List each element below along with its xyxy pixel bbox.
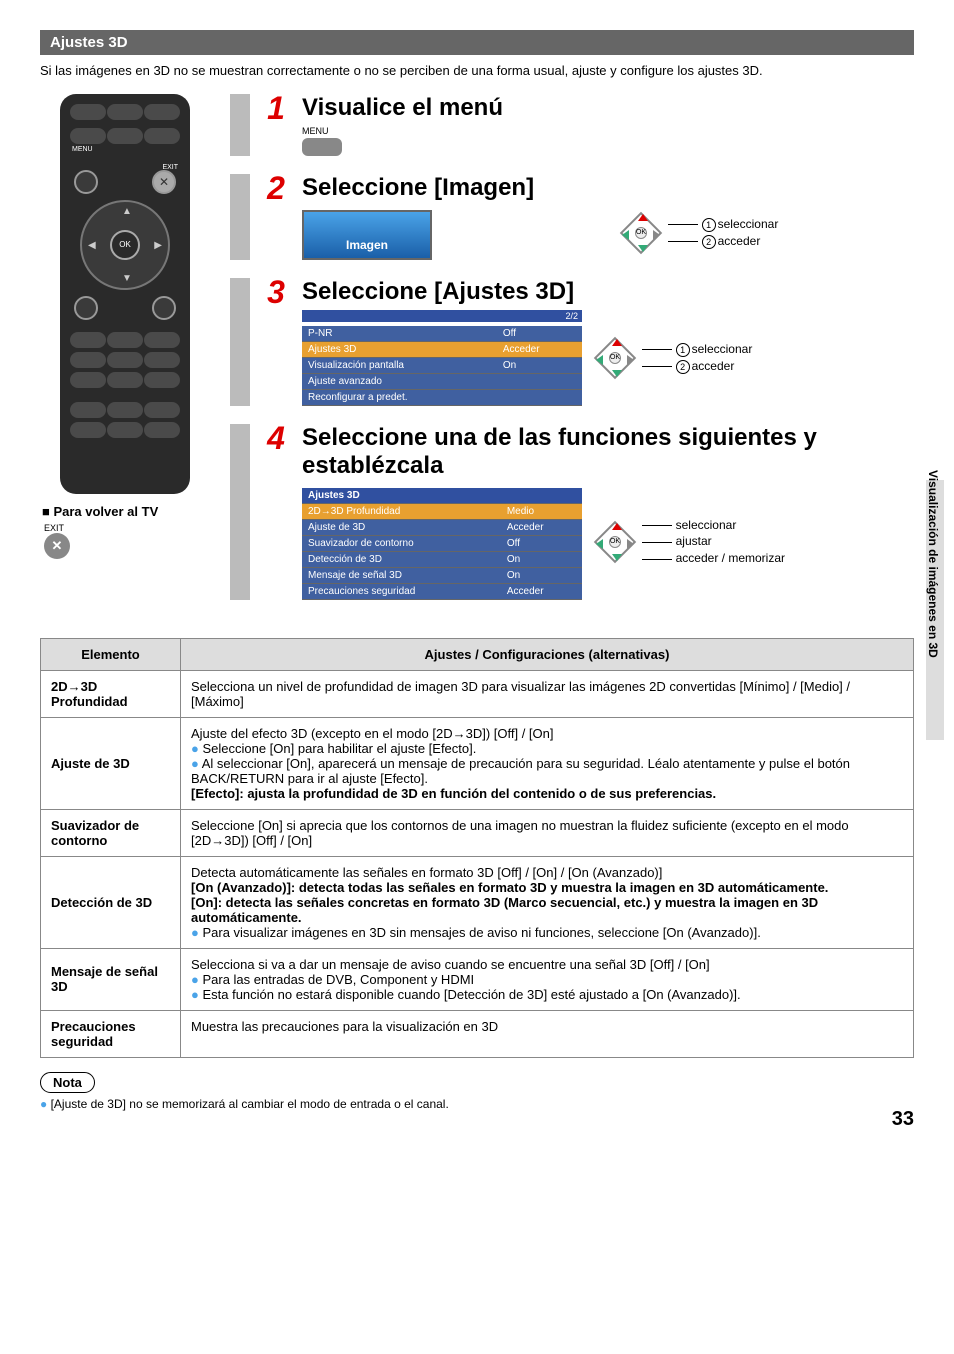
legend-ajustar: ajustar (676, 534, 712, 548)
table-row: Mensaje de señal 3DOn (302, 567, 582, 583)
note-text: [Ajuste de 3D] no se memorizará al cambi… (40, 1097, 914, 1111)
nav-pad-icon: OK (598, 525, 632, 559)
row-ajuste3d-label: Ajuste de 3D (41, 717, 181, 809)
step-4-number: 4 (262, 420, 290, 600)
legend-acceder-memorizar: acceder / memorizar (676, 551, 785, 565)
step-2: 2 Seleccione [Imagen] Imagen OK 1selecci… (230, 174, 914, 260)
imagen-box: Imagen (302, 210, 432, 260)
table-row: Precauciones seguridadAcceder (302, 583, 582, 599)
nav-pad-icon: OK (624, 216, 658, 250)
right-column: 1 Visualice el menú MENU 2 Seleccione [I… (230, 94, 914, 618)
step-3: 3 Seleccione [Ajustes 3D] 2/2 P-NROff Aj… (230, 278, 914, 406)
row-suavizador-label: Suavizador de contorno (41, 809, 181, 856)
table-row: Visualización pantallaOn (302, 357, 582, 373)
table-row: Ajuste avanzado (302, 373, 582, 389)
row-precauciones-label: Precauciones seguridad (41, 1010, 181, 1057)
legend-seleccionar-b: seleccionar (692, 342, 753, 356)
table-row: 2D→3D ProfundidadMedio (302, 503, 582, 519)
row-mensaje-label: Mensaje de señal 3D (41, 948, 181, 1010)
table-row: Ajuste de 3DAcceder (302, 519, 582, 535)
left-column: MENU EXIT ✕ ▲▼◀▶ OK ■ Para volver al TV … (40, 94, 210, 618)
legend-seleccionar-c: seleccionar (676, 518, 737, 532)
step-4-title: Seleccione una de las funciones siguient… (302, 424, 914, 480)
section-header: Ajustes 3D (40, 30, 914, 55)
ok-button-icon: OK (110, 230, 140, 260)
remote-exit-label: EXIT (162, 164, 178, 171)
step-3-title: Seleccione [Ajustes 3D] (302, 278, 914, 306)
step-4: 4 Seleccione una de las funciones siguie… (230, 424, 914, 600)
nav-pad-icon: OK (598, 341, 632, 375)
col-elemento: Elemento (41, 638, 181, 670)
legend-acceder-b: acceder (692, 359, 735, 373)
legend-seleccionar: seleccionar (718, 217, 779, 231)
step-1-number: 1 (262, 90, 290, 156)
main-content-row: MENU EXIT ✕ ▲▼◀▶ OK ■ Para volver al TV … (40, 94, 914, 618)
exit-x-icon: ✕ (44, 533, 70, 559)
row-suavizador-val: Seleccione [On] si aprecia que los conto… (181, 809, 914, 856)
remote-menu-label: MENU (72, 146, 93, 153)
row-ajuste3d-val: Ajuste del efecto 3D (excepto en el modo… (181, 717, 914, 809)
menu-table-step3: P-NROff Ajustes 3DAcceder Visualización … (302, 326, 582, 406)
legend-num-1: 1 (702, 218, 716, 232)
menu-small-label: MENU (302, 126, 914, 136)
table-row: Detección de 3DOn (302, 551, 582, 567)
table-row: Ajustes 3DAcceder (302, 341, 582, 357)
note-badge: Nota (40, 1072, 95, 1093)
intro-text: Si las imágenes en 3D no se muestran cor… (40, 63, 914, 80)
page-indicator: 2/2 (302, 310, 582, 322)
row-deteccion-label: Detección de 3D (41, 856, 181, 948)
table-row: Suavizador de contornoOff (302, 535, 582, 551)
remote-illustration: MENU EXIT ✕ ▲▼◀▶ OK (60, 94, 190, 494)
settings-table: Elemento Ajustes / Configuraciones (alte… (40, 638, 914, 1058)
menu-table-step4: Ajustes 3D 2D→3D ProfundidadMedio Ajuste… (302, 488, 582, 600)
col-ajustes: Ajustes / Configuraciones (alternativas) (181, 638, 914, 670)
legend-acceder: acceder (718, 234, 761, 248)
step-1: 1 Visualice el menú MENU (230, 94, 914, 156)
table-row: Reconfigurar a predet. (302, 389, 582, 405)
step-2-title: Seleccione [Imagen] (302, 174, 914, 202)
row-profundidad-label: 2D→3D Profundidad (41, 670, 181, 717)
exit-label-small: EXIT (44, 523, 210, 533)
step-1-title: Visualice el menú (302, 94, 914, 122)
back-to-tv-label: ■ Para volver al TV (42, 504, 210, 519)
legend-num-2b: 2 (676, 360, 690, 374)
row-deteccion-val: Detecta automáticamente las señales en f… (181, 856, 914, 948)
row-profundidad-val: Selecciona un nivel de profundidad de im… (181, 670, 914, 717)
menu-button-icon (302, 138, 342, 156)
table-row: P-NROff (302, 326, 582, 342)
step-3-number: 3 (262, 274, 290, 406)
row-precauciones-val: Muestra las precauciones para la visuali… (181, 1010, 914, 1057)
step-2-number: 2 (262, 170, 290, 260)
side-section-label: Visualización de imágenes en 3D (926, 470, 940, 658)
ajustes-3d-header: Ajustes 3D (302, 488, 582, 504)
legend-num-2: 2 (702, 235, 716, 249)
page-number: 33 (892, 1108, 914, 1131)
row-mensaje-val: Selecciona si va a dar un mensaje de avi… (181, 948, 914, 1010)
legend-num-1b: 1 (676, 343, 690, 357)
